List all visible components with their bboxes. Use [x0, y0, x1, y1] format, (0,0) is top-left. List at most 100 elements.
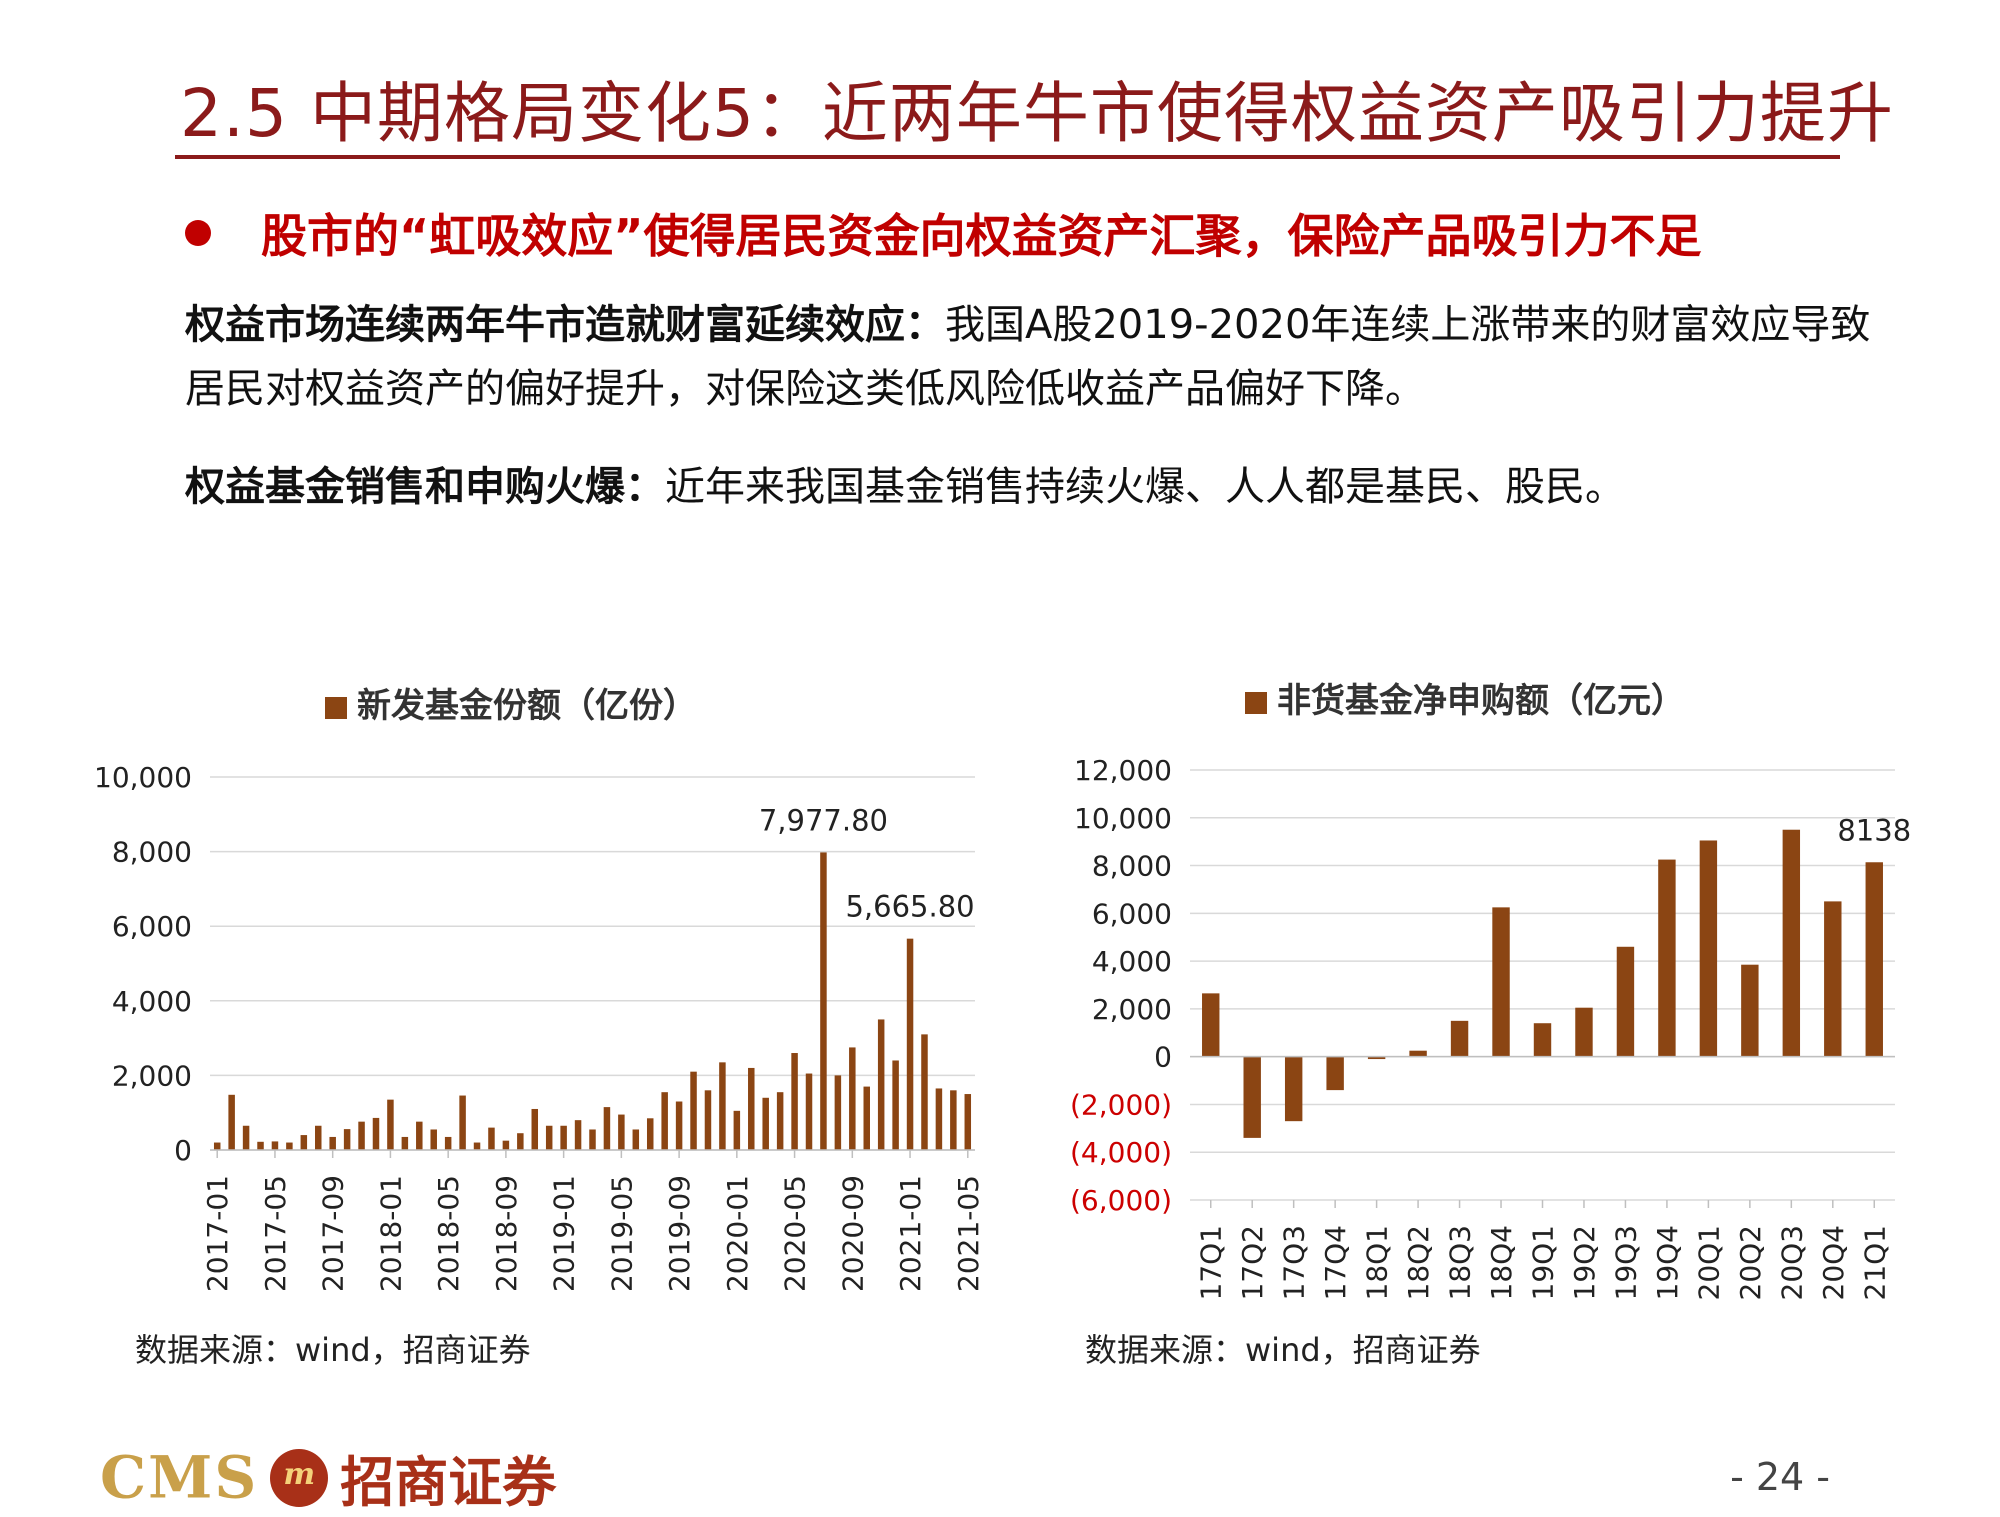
- bar: [776, 1092, 784, 1150]
- bar: [589, 1129, 596, 1150]
- bar: [603, 1107, 611, 1150]
- bar: [964, 1094, 972, 1150]
- bar: [372, 1117, 380, 1150]
- y-tick-label: (6,000): [1070, 1184, 1172, 1217]
- data-label: 8138: [1837, 813, 1911, 847]
- chart-net-subscriptions: 非货基金净申购额（亿元） (6,000) (4,000) (2,000) 0 2,000 4…: [1030, 670, 1970, 1320]
- x-tick-label: 19Q3: [1609, 1225, 1642, 1300]
- bar: [1202, 993, 1220, 1057]
- x-tick-label: 17Q3: [1278, 1225, 1311, 1300]
- bar: [632, 1129, 640, 1150]
- bar: [242, 1125, 250, 1150]
- bar: [1326, 1056, 1344, 1091]
- bar: [271, 1141, 279, 1150]
- bar: [1492, 907, 1510, 1057]
- key-point: 股市的“虹吸效应”使得居民资金向权益资产汇聚，保险产品吸引力不足: [185, 200, 1701, 266]
- y-tick-label: 4,000: [1092, 945, 1172, 978]
- company-logo: CMS m 招商证券: [100, 1438, 556, 1517]
- x-tick-label: 21Q1: [1858, 1225, 1891, 1300]
- data-source-right: 数据来源：wind，招商证券: [1085, 1331, 1481, 1369]
- y-tick-label: 0: [174, 1134, 192, 1167]
- x-tick-label: 2020-09: [836, 1175, 869, 1292]
- bar: [387, 1099, 394, 1150]
- x-tick-label: 18Q4: [1485, 1225, 1518, 1300]
- bar: [574, 1120, 582, 1150]
- bar: [473, 1142, 481, 1150]
- x-tick-label: 20Q2: [1734, 1225, 1767, 1300]
- x-tick-label: 2019-09: [663, 1175, 696, 1292]
- bar: [430, 1129, 437, 1150]
- bar: [834, 1075, 842, 1150]
- bar: [906, 938, 914, 1150]
- legend-swatch: [325, 697, 347, 719]
- paragraph-body: 近年来我国基金销售持续火爆、人人都是基民、股民。: [665, 464, 1625, 510]
- y-tick-label: 8,000: [112, 836, 192, 869]
- bar: [401, 1136, 409, 1150]
- x-tick-label: 2021-01: [894, 1175, 927, 1292]
- bar: [517, 1133, 524, 1150]
- x-tick-label: 2021-05: [952, 1175, 985, 1292]
- bar: [690, 1071, 697, 1150]
- y-tick-label: 0: [1154, 1041, 1172, 1074]
- x-tick-label: 2017-05: [259, 1175, 292, 1292]
- bar: [1616, 946, 1635, 1057]
- bar: [791, 1053, 798, 1150]
- bar: [921, 1034, 928, 1150]
- legend-label: 新发基金份额（亿份）: [357, 686, 697, 726]
- bar: [502, 1140, 510, 1150]
- bar: [1284, 1056, 1303, 1122]
- bar: [286, 1142, 293, 1150]
- bar: [675, 1101, 683, 1150]
- paragraph-wealth-effect: 权益市场连续两年牛市造就财富延续效应：我国A股2019-2020年连续上涨带来的…: [185, 293, 1885, 421]
- x-tick-label: 2020-05: [779, 1175, 812, 1292]
- legend-swatch: [1245, 692, 1267, 714]
- x-tick-label: 20Q3: [1775, 1225, 1808, 1300]
- x-tick-label: 2018-09: [490, 1175, 523, 1292]
- x-tick-label: 19Q4: [1651, 1225, 1684, 1300]
- bar: [1533, 1023, 1552, 1057]
- y-tick-label: (4,000): [1070, 1136, 1172, 1169]
- bar: [863, 1086, 870, 1150]
- bar: [1575, 1007, 1593, 1057]
- x-tick-label: 2018-01: [374, 1175, 407, 1292]
- bar: [531, 1108, 539, 1150]
- bar: [416, 1121, 423, 1150]
- bar: [257, 1141, 264, 1150]
- bar: [748, 1067, 755, 1150]
- bar: [661, 1092, 668, 1150]
- bar: [213, 1142, 221, 1150]
- bar: [1699, 840, 1718, 1057]
- legend-label: 非货基金净申购额（亿元）: [1277, 681, 1685, 721]
- x-tick-label: 2018-05: [432, 1175, 465, 1292]
- bar: [1824, 901, 1842, 1057]
- y-tick-label: 12,000: [1074, 754, 1172, 787]
- data-source-left: 数据来源：wind，招商证券: [135, 1331, 531, 1369]
- paragraph-fund-sales: 权益基金销售和申购火爆：近年来我国基金销售持续火爆、人人都是基民、股民。: [185, 455, 1885, 519]
- bar: [704, 1090, 712, 1150]
- page-number: - 24 -: [1730, 1455, 1830, 1499]
- bar: [329, 1136, 336, 1150]
- y-tick-label: 2,000: [112, 1059, 192, 1092]
- bar: [1450, 1020, 1469, 1057]
- bar: [358, 1121, 365, 1150]
- bar: [315, 1125, 322, 1150]
- logo-latin-text: CMS: [100, 1443, 259, 1512]
- bar: [849, 1047, 856, 1150]
- x-tick-label: 18Q3: [1444, 1225, 1477, 1300]
- x-tick-label: 17Q4: [1319, 1225, 1352, 1300]
- x-tick-label: 20Q1: [1692, 1225, 1725, 1300]
- bar: [892, 1060, 899, 1150]
- bar: [488, 1127, 495, 1150]
- bar: [444, 1136, 452, 1150]
- bar: [618, 1114, 625, 1150]
- data-label: 7,977.80: [759, 803, 888, 837]
- logo-seal-icon: m: [270, 1448, 329, 1507]
- bar: [1243, 1056, 1261, 1138]
- logo-seal-glyph: m: [283, 1456, 316, 1492]
- x-tick-label: 2019-05: [605, 1175, 638, 1292]
- y-tick-label: 2,000: [1092, 993, 1172, 1026]
- x-tick-label: 20Q4: [1817, 1225, 1850, 1300]
- y-tick-label: 6,000: [1092, 897, 1172, 930]
- y-tick-label: 6,000: [112, 910, 192, 943]
- chart-new-fund-shares-svg: 新发基金份额（亿份） 0 2,000 4,000 6,000 8,000 10,000 201…: [94, 686, 985, 1292]
